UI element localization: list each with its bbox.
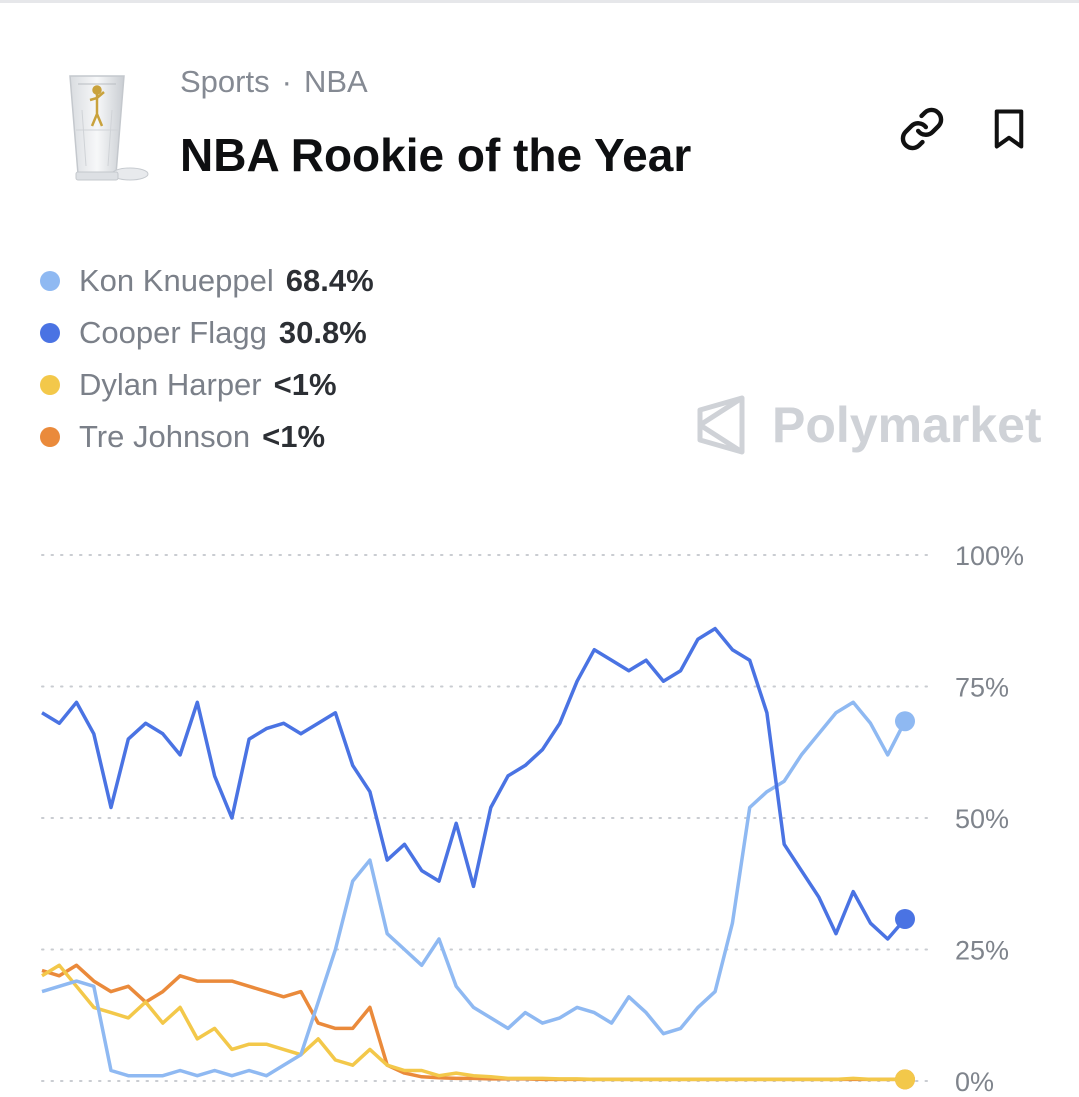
legend-name: Kon Knueppel [79, 263, 274, 298]
breadcrumb-subcategory[interactable]: NBA [303, 64, 368, 99]
legend-name: Cooper Flagg [79, 315, 267, 350]
top-divider [0, 0, 1079, 3]
brand-name: Polymarket [772, 397, 1042, 453]
series-endpoint-kon-knueppel [895, 711, 915, 732]
trophy-image [64, 70, 150, 184]
bookmark-icon [994, 109, 1024, 149]
page-title: NBA Rookie of the Year [180, 129, 692, 181]
series-line-dylan-harper[interactable] [41, 963, 905, 1082]
y-tick-label: 75% [955, 673, 1009, 703]
legend-dot [40, 427, 60, 447]
legend-value: <1% [262, 419, 326, 454]
copy-link-button[interactable] [897, 104, 947, 154]
y-tick-label: 50% [955, 804, 1009, 834]
y-tick-label: 100% [955, 541, 1024, 571]
breadcrumb-category[interactable]: Sports [180, 64, 270, 99]
polymarket-watermark: Polymarket [694, 394, 1042, 456]
legend-name: Tre Johnson [79, 419, 251, 454]
legend-name: Dylan Harper [79, 367, 262, 402]
y-tick-label: 25% [955, 936, 1009, 966]
legend-item: Tre Johnson <1% [40, 411, 374, 463]
chart-legend: Kon Knueppel 68.4% Cooper Flagg 30.8% Dy… [40, 255, 374, 463]
legend-value: 30.8% [278, 315, 367, 350]
series-endpoint-dylan-harper [895, 1069, 915, 1090]
legend-dot [40, 323, 60, 343]
series-line-tre-johnson[interactable] [41, 963, 905, 1082]
series-line-cooper-flagg[interactable] [41, 626, 907, 941]
legend-value: <1% [273, 367, 337, 402]
legend-dot [40, 375, 60, 395]
legend-dot [40, 271, 60, 291]
y-tick-label: 0% [955, 1067, 994, 1097]
breadcrumb-separator: · [281, 64, 292, 99]
legend-item: Kon Knueppel 68.4% [40, 255, 374, 307]
bookmark-button[interactable] [984, 104, 1034, 154]
link-icon [900, 107, 944, 151]
series-endpoint-cooper-flagg [895, 908, 915, 929]
legend-item: Dylan Harper <1% [40, 359, 374, 411]
series-line-kon-knueppel[interactable] [41, 700, 907, 1078]
legend-item: Cooper Flagg 30.8% [40, 307, 374, 359]
polymarket-logo-icon [697, 395, 745, 455]
breadcrumb: Sports · NBA [180, 64, 368, 100]
probability-chart: 100% 75% 50% 25% 0% [41, 541, 1024, 1097]
legend-value: 68.4% [285, 263, 374, 298]
